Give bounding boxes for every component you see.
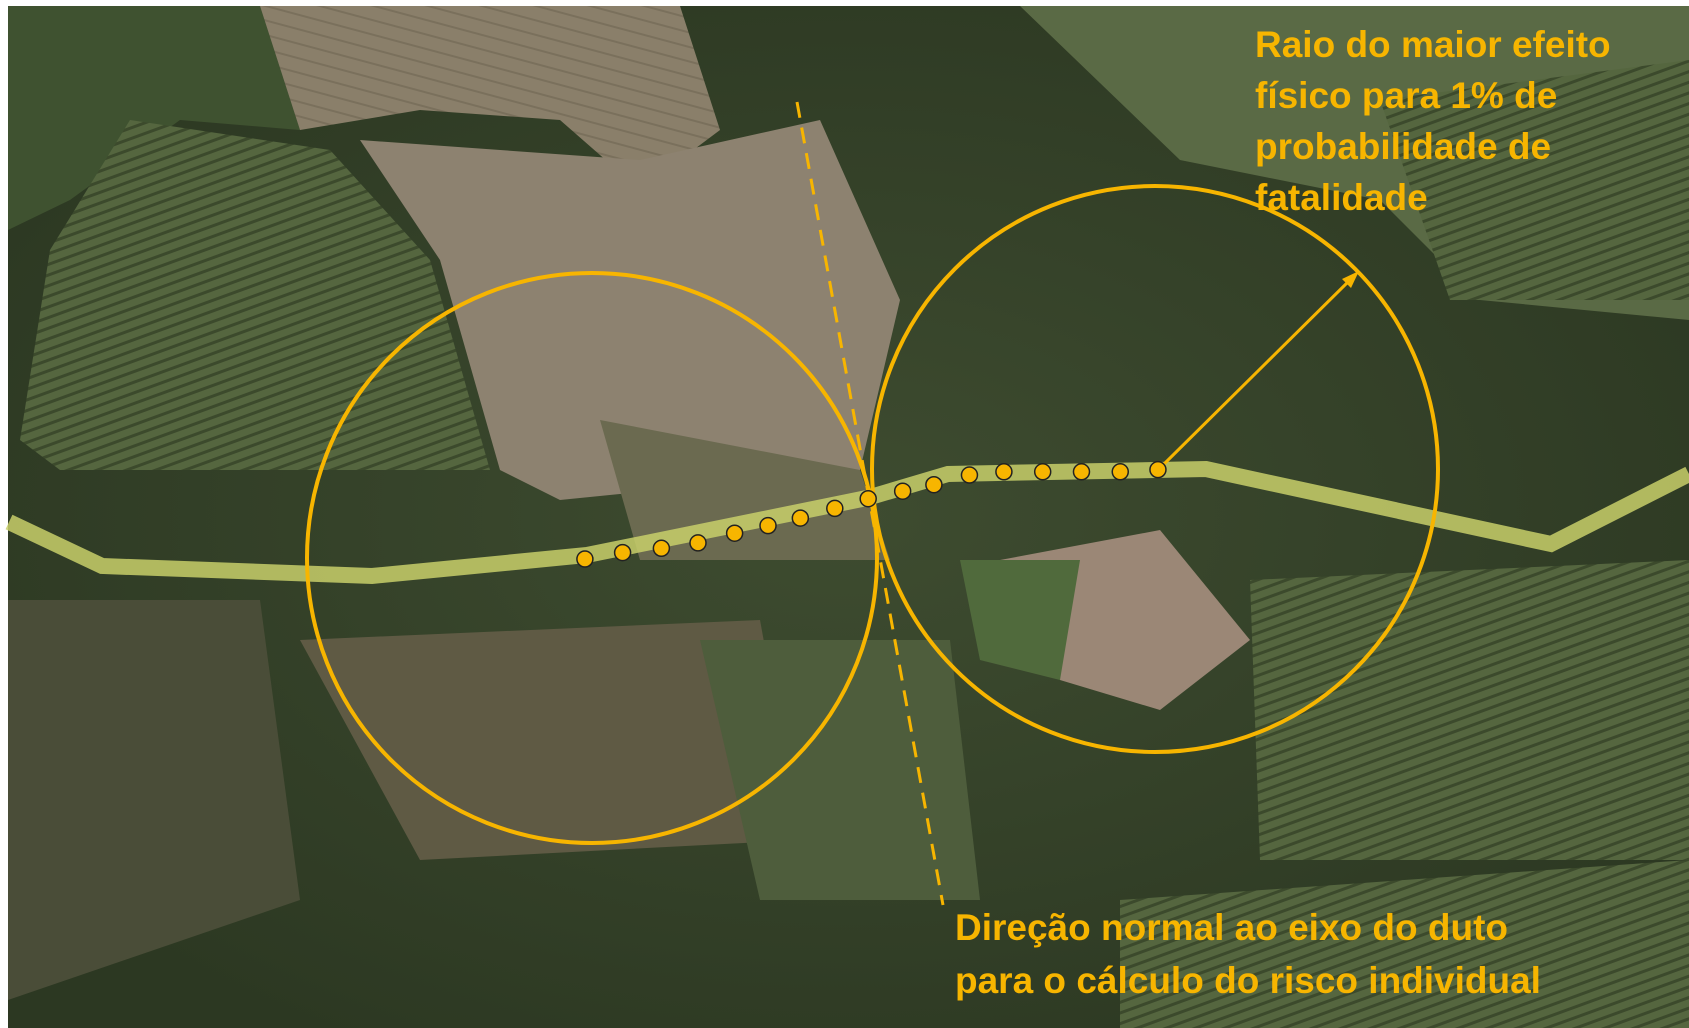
pipeline-point xyxy=(689,534,707,552)
label-line: Direção normal ao eixo do duto xyxy=(955,907,1508,948)
pipeline-point xyxy=(1072,463,1091,481)
pipeline-point xyxy=(576,550,594,568)
radius-label: Raio do maior efeito físico para 1% de p… xyxy=(1255,24,1611,218)
label-line: probabilidade de xyxy=(1255,126,1551,167)
pipeline-point xyxy=(995,463,1013,481)
pipeline-point xyxy=(725,524,744,542)
pipeline-points xyxy=(576,460,1167,568)
direction-label: Direção normal ao eixo do duto para o cá… xyxy=(955,907,1541,1001)
label-line: físico para 1% de xyxy=(1255,75,1557,116)
pipeline-point xyxy=(652,539,671,558)
normal-direction-line xyxy=(795,101,945,906)
aerial-background xyxy=(8,6,1689,1028)
pipeline-point xyxy=(1111,463,1130,481)
pipeline-point xyxy=(960,466,979,484)
label-line: para o cálculo do risco individual xyxy=(955,960,1541,1001)
pipeline-point xyxy=(826,499,844,518)
pipeline-point xyxy=(791,509,810,527)
pipeline-point xyxy=(893,482,912,500)
pipeline-point xyxy=(1033,463,1052,481)
arrow xyxy=(1161,271,1359,467)
effect-circle-left xyxy=(305,271,879,845)
label-line: Raio do maior efeito xyxy=(1255,24,1611,65)
pipeline-point xyxy=(613,543,632,562)
effect-circle-right xyxy=(870,184,1440,754)
pipeline-point xyxy=(925,475,943,494)
label-line: fatalidade xyxy=(1255,177,1428,218)
pipeline-point xyxy=(859,489,877,508)
pipeline-point xyxy=(1149,460,1167,479)
pipeline-point xyxy=(759,516,777,535)
